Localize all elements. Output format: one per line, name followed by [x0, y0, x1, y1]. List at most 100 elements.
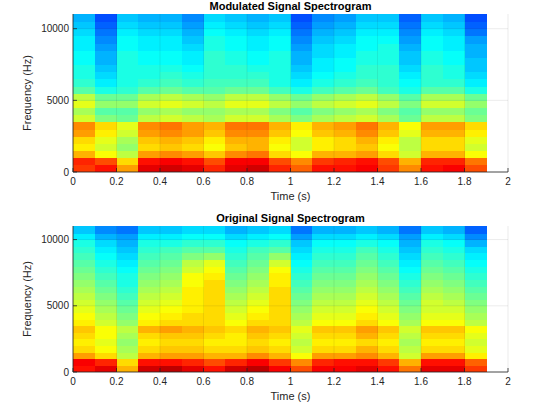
cell	[378, 259, 400, 266]
cell	[378, 108, 400, 116]
cell	[204, 57, 226, 65]
cell	[421, 293, 443, 300]
cell	[443, 226, 465, 234]
cell	[312, 293, 334, 300]
cell	[95, 352, 117, 359]
cell	[73, 273, 95, 280]
cell	[269, 326, 291, 333]
cell	[247, 312, 269, 319]
cell	[291, 72, 313, 80]
cell	[247, 108, 269, 116]
cell	[312, 136, 334, 144]
cell	[160, 43, 182, 51]
cell	[269, 346, 291, 353]
cell	[117, 266, 139, 273]
cell	[117, 65, 139, 73]
cell	[247, 352, 269, 359]
cell	[334, 273, 356, 280]
x-tick	[464, 368, 465, 372]
cell	[378, 293, 400, 300]
cell	[160, 299, 182, 306]
cell	[117, 286, 139, 293]
cell	[443, 129, 465, 137]
cell	[312, 93, 334, 101]
cell	[95, 22, 117, 30]
cell	[378, 86, 400, 94]
cell	[378, 115, 400, 123]
cell	[117, 143, 139, 151]
x-tick	[508, 168, 509, 172]
cell	[312, 266, 334, 273]
cell	[160, 253, 182, 260]
cell	[95, 286, 117, 293]
cell	[117, 100, 139, 108]
cell	[356, 115, 378, 123]
cell	[182, 259, 204, 266]
cell	[95, 319, 117, 326]
cell	[465, 151, 487, 159]
cell	[225, 143, 247, 151]
y-tick	[73, 172, 77, 173]
cell	[247, 36, 269, 44]
cell	[443, 352, 465, 359]
cell	[291, 326, 313, 333]
cell	[443, 108, 465, 116]
cell	[334, 326, 356, 333]
cell	[138, 233, 160, 240]
cell	[443, 233, 465, 240]
cell	[465, 273, 487, 280]
cell	[182, 332, 204, 339]
cell	[443, 93, 465, 101]
cell	[334, 246, 356, 253]
grid-line	[73, 305, 508, 306]
grid-line	[116, 226, 117, 372]
x-tick	[377, 368, 378, 372]
cell	[443, 43, 465, 51]
cell	[421, 93, 443, 101]
cell	[95, 299, 117, 306]
cell	[204, 240, 226, 247]
cell	[182, 86, 204, 94]
cell	[138, 57, 160, 65]
cell	[138, 346, 160, 353]
cell	[225, 151, 247, 159]
cell	[95, 312, 117, 319]
cell	[138, 226, 160, 234]
cell	[247, 86, 269, 94]
cell	[312, 246, 334, 253]
cell	[399, 332, 421, 339]
cell	[378, 151, 400, 159]
cell	[356, 246, 378, 253]
cell	[291, 93, 313, 101]
x-tick	[247, 368, 248, 372]
cell	[95, 359, 117, 366]
cell	[421, 86, 443, 94]
cell	[95, 253, 117, 260]
cell	[225, 365, 247, 372]
cell	[73, 93, 95, 101]
cell	[138, 319, 160, 326]
cell	[465, 158, 487, 166]
cell	[378, 136, 400, 144]
cell	[138, 93, 160, 101]
cell	[95, 306, 117, 313]
cell	[160, 14, 182, 22]
cell	[160, 129, 182, 137]
cell	[465, 108, 487, 116]
cell	[465, 86, 487, 94]
cell	[138, 165, 160, 172]
cell	[95, 293, 117, 300]
cell	[334, 312, 356, 319]
cell	[399, 259, 421, 266]
cell	[204, 22, 226, 30]
cell	[334, 29, 356, 37]
cell	[247, 253, 269, 260]
cell	[182, 143, 204, 151]
x-axis-label: Time (s)	[271, 390, 311, 402]
cell	[138, 108, 160, 116]
cell	[291, 299, 313, 306]
cell	[160, 79, 182, 87]
cell	[421, 43, 443, 51]
cell	[399, 129, 421, 137]
cell	[269, 22, 291, 30]
